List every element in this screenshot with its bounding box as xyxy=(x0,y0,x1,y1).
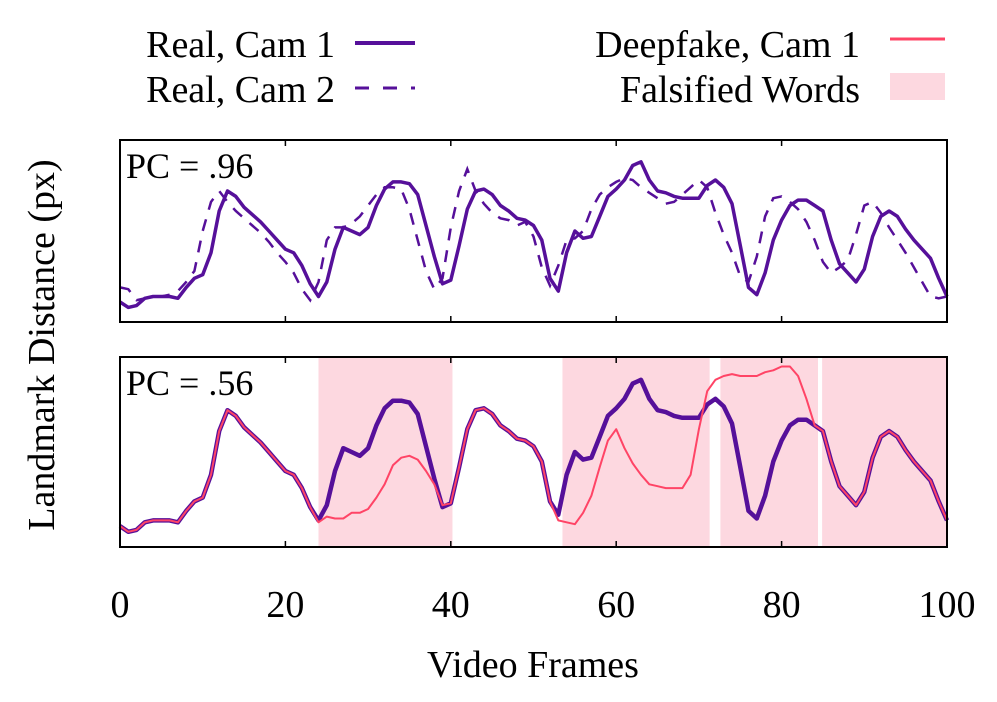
legend: Real, Cam 1 Real, Cam 2 Deepfake, Cam 1 … xyxy=(146,24,945,111)
legend-label-real-cam2: Real, Cam 2 xyxy=(146,69,335,111)
panel-frame xyxy=(119,139,948,323)
x-tick-label: 60 xyxy=(597,584,635,626)
series-real-cam2-line xyxy=(119,165,948,303)
x-axis-label: Video Frames xyxy=(427,644,639,686)
falsified-words-region xyxy=(562,357,710,547)
legend-label-real-cam1: Real, Cam 1 xyxy=(146,24,335,66)
x-tick-labels: 0 20 40 60 80 100 xyxy=(111,584,976,626)
x-tick-label: 80 xyxy=(763,584,801,626)
x-tick-label: 20 xyxy=(266,584,304,626)
falsified-words-region xyxy=(822,357,947,547)
bottom-panel xyxy=(118,356,950,548)
legend-swatch-falsified-words xyxy=(890,73,945,100)
series-real-cam1-line xyxy=(119,160,949,310)
legend-label-falsified-words: Falsified Words xyxy=(620,69,860,111)
falsified-words-region xyxy=(720,357,818,547)
top-panel xyxy=(119,139,949,323)
y-axis-label: Landmark Distance (px) xyxy=(21,159,63,530)
x-tick-label: 100 xyxy=(919,584,976,626)
panel-frame xyxy=(119,356,948,548)
top-panel-annotation: PC = .96 xyxy=(126,146,253,186)
x-tick-label: 0 xyxy=(111,584,130,626)
series-deepfake-cam1-line xyxy=(119,365,948,533)
legend-label-deepfake-cam1: Deepfake, Cam 1 xyxy=(595,24,860,66)
bottom-panel-annotation: PC = .56 xyxy=(126,363,253,403)
x-tick-label: 40 xyxy=(432,584,470,626)
